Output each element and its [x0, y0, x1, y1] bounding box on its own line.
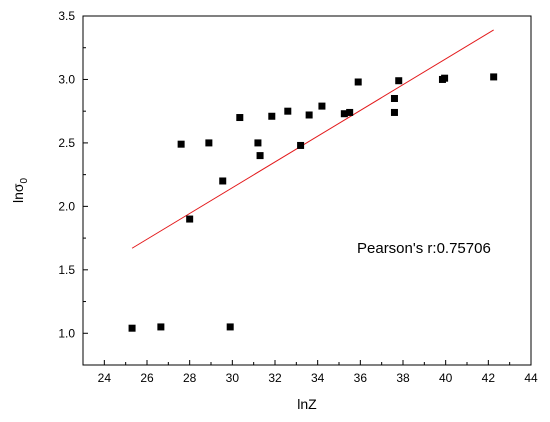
data-point [256, 152, 264, 160]
data-point [297, 141, 305, 149]
data-point [219, 177, 227, 185]
x-tick-label: 34 [311, 371, 325, 385]
data-point [305, 111, 313, 119]
data-point [205, 139, 213, 147]
fit-line [131, 29, 494, 249]
data-point [346, 108, 354, 116]
data-points [128, 73, 498, 332]
x-tick-label: 40 [439, 371, 453, 385]
data-point [177, 140, 185, 148]
x-tick-label: 44 [524, 371, 538, 385]
y-axis-title-subscript: 0 [19, 178, 30, 184]
data-point [395, 77, 403, 85]
data-point [318, 102, 326, 110]
data-point [284, 107, 292, 115]
data-point [441, 74, 449, 82]
data-point [226, 323, 234, 331]
x-tick-label: 42 [482, 371, 496, 385]
x-tick-label: 24 [98, 371, 112, 385]
y-tick-label: 1.0 [58, 326, 75, 340]
y-tick-label: 2.5 [58, 136, 75, 150]
y-tick-label: 1.5 [58, 263, 75, 277]
x-tick-label: 32 [268, 371, 282, 385]
y-tick-label: 2.0 [58, 199, 75, 213]
x-tick-label: 30 [226, 371, 240, 385]
pearson-annotation: Pearson's r:0.75706 [357, 240, 491, 257]
data-point [340, 110, 348, 118]
data-point [268, 112, 276, 120]
data-point [236, 114, 244, 122]
x-tick-label: 26 [140, 371, 154, 385]
data-point [128, 324, 136, 332]
y-tick-label: 3.0 [58, 72, 75, 86]
x-tick-label: 36 [354, 371, 368, 385]
data-point [186, 215, 194, 223]
x-tick-label: 38 [396, 371, 410, 385]
data-point [490, 73, 498, 81]
x-axis-title: lnZ [297, 396, 317, 412]
data-point [254, 139, 262, 147]
x-axis-ticks: 24 26 28 30 32 34 36 38 40 42 44 [98, 360, 538, 385]
plot-frame [82, 15, 532, 366]
y-tick-label: 3.5 [58, 9, 75, 23]
x-tick-label: 28 [183, 371, 197, 385]
y-axis-title-base: lnσ [10, 183, 26, 203]
data-point [390, 108, 398, 116]
data-point [354, 78, 362, 86]
y-axis-title: lnσ0 [10, 178, 30, 204]
data-point [390, 94, 398, 102]
data-point [157, 323, 165, 331]
y-axis-ticks: 1.0 1.5 2.0 2.5 3.0 3.5 [58, 9, 88, 340]
